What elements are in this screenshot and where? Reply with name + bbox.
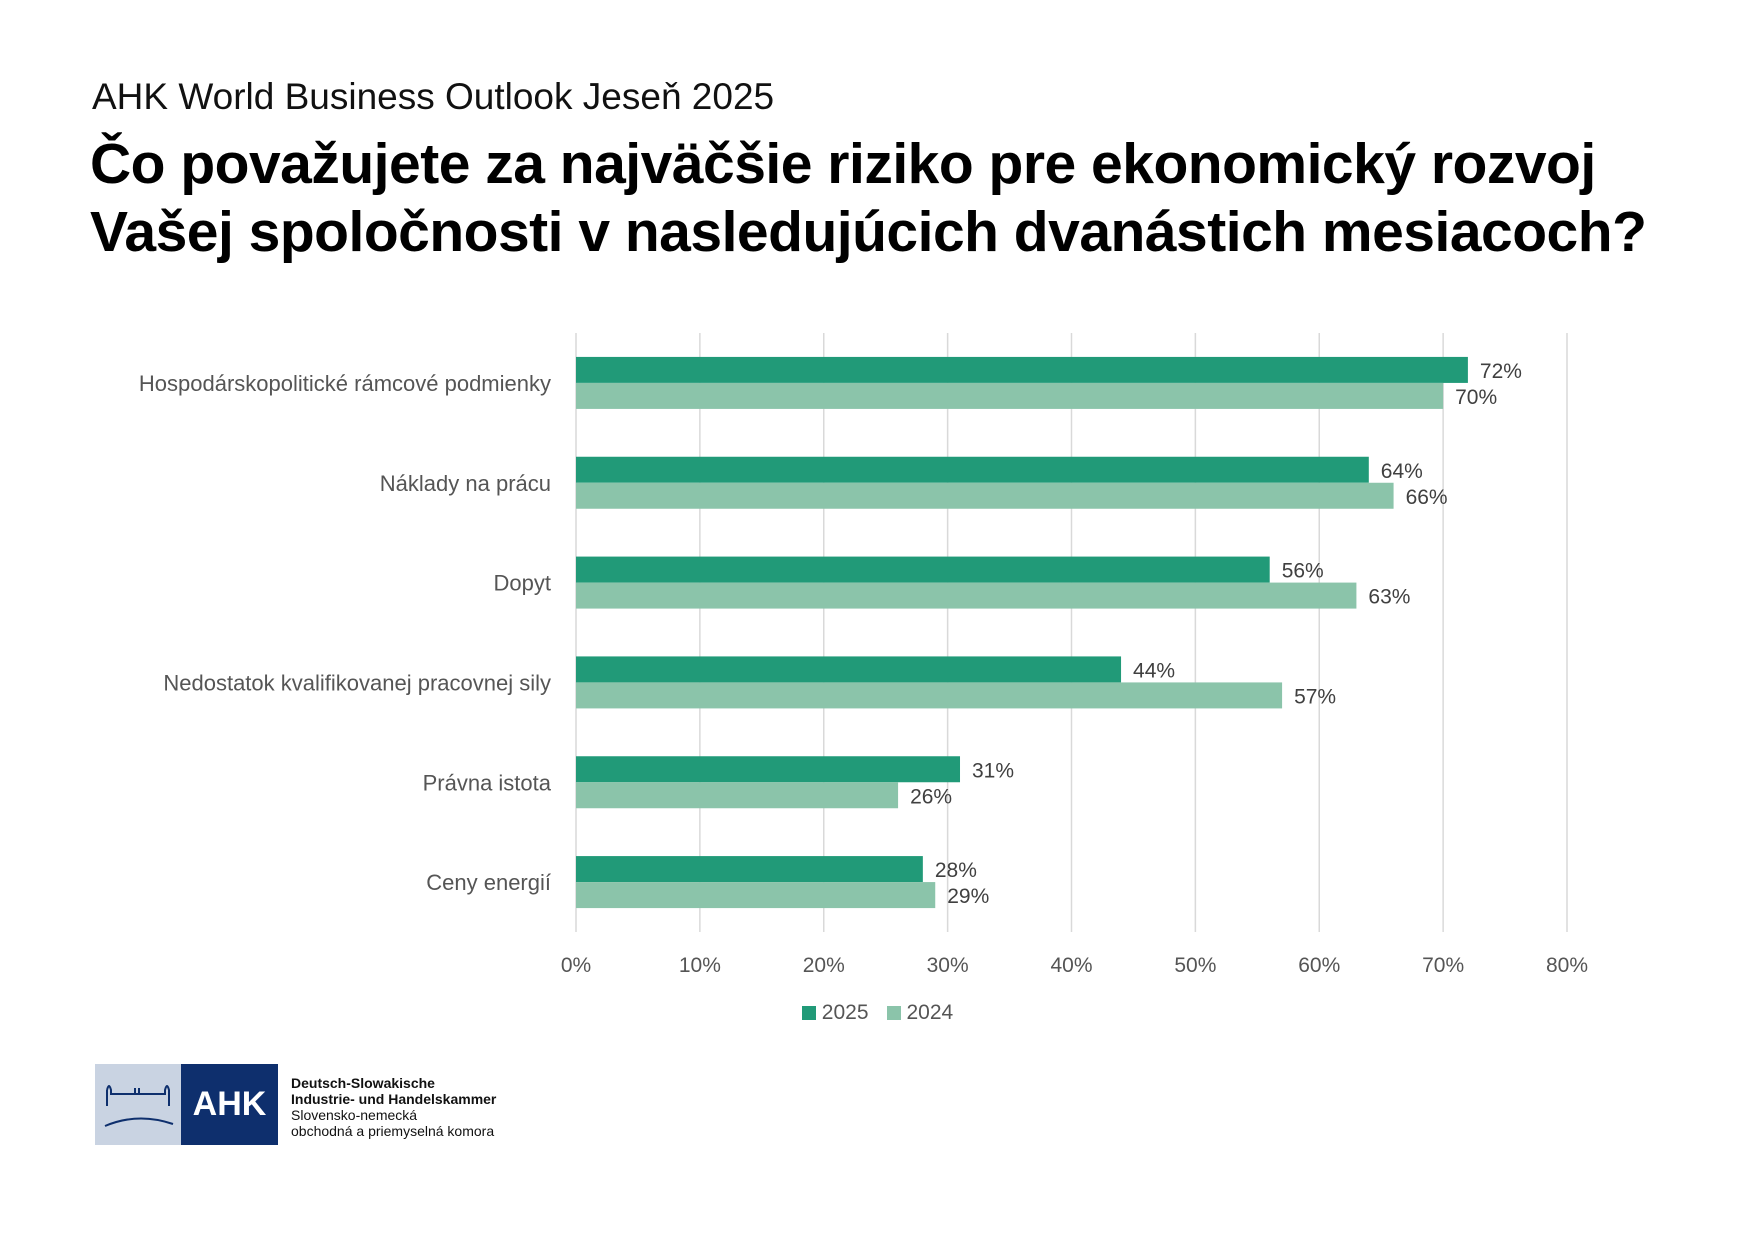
category-label: Dopyt: [494, 571, 551, 596]
data-label-2025: 31%: [972, 759, 1014, 782]
bar-2025: [576, 656, 1122, 683]
legend: 2025 2024: [0, 1001, 1755, 1025]
bar-chart: 0% 10% 20% 30% 40% 50% 60% 70% 80% Hospodárskopol…: [139, 333, 1588, 977]
category-label: Právna istota: [423, 770, 552, 795]
x-tick-label: 40%: [1050, 954, 1092, 977]
legend-label: 2024: [906, 1001, 954, 1024]
data-label-2025: 44%: [1133, 659, 1175, 682]
data-label-2024: 26%: [910, 785, 952, 808]
bar-2024: [576, 482, 1394, 509]
legend-label: 2025: [821, 1001, 869, 1024]
bar-2025: [576, 356, 1468, 383]
category-label: Ceny energií: [426, 870, 551, 895]
legend-item-2025: 2025: [801, 1001, 869, 1025]
logo-text: Deutsch-Slowakische Industrie- und Hande…: [291, 1075, 496, 1139]
legend-item-2024: 2024: [886, 1001, 954, 1025]
bar-2024: [576, 782, 899, 809]
bar-2024: [576, 882, 936, 909]
x-tick-label: 70%: [1422, 954, 1464, 977]
data-label-2025: 28%: [935, 859, 977, 882]
logo-mark: AHK: [181, 1064, 278, 1145]
data-label-2024: 29%: [947, 885, 989, 908]
x-tick-label: 0%: [561, 954, 591, 977]
data-label-2024: 63%: [1368, 586, 1410, 609]
title-line-2: Vašej spoločnosti v nasledujúcich dvanás…: [90, 200, 1647, 264]
bar-2024: [576, 382, 1444, 409]
x-tick-label: 80%: [1546, 954, 1588, 977]
bar-2025: [576, 556, 1270, 583]
bar-2024: [576, 582, 1357, 609]
x-tick-label: 50%: [1174, 954, 1216, 977]
bar-2025: [576, 456, 1369, 483]
data-label-2025: 56%: [1282, 560, 1324, 583]
data-label-2025: 72%: [1480, 360, 1522, 383]
data-label-2024: 57%: [1294, 685, 1336, 708]
bar-2025: [576, 856, 923, 883]
category-label: Náklady na prácu: [380, 471, 551, 496]
data-label-2025: 64%: [1381, 460, 1423, 483]
data-label-2024: 66%: [1406, 486, 1448, 509]
castle-icon: [95, 1064, 181, 1145]
title-line-1: Čo považujete za najväčšie riziko pre ek…: [90, 132, 1596, 196]
bar-2024: [576, 682, 1283, 709]
chart-title: Čo považujete za najväčšie riziko pre ek…: [90, 130, 1647, 266]
logo-line-2: Industrie- und Handelskammer: [291, 1091, 497, 1107]
x-tick-label: 30%: [927, 954, 969, 977]
bar-2025: [576, 756, 961, 783]
x-tick-label: 10%: [679, 954, 721, 977]
x-tick-label: 20%: [803, 954, 845, 977]
x-tick-label: 60%: [1298, 954, 1340, 977]
logo-line-3: Slovensko-nemecká: [291, 1107, 418, 1123]
logo-line-4: obchodná a priemyselná komora: [291, 1123, 495, 1139]
data-label-2024: 70%: [1455, 386, 1497, 409]
ahk-logo: AHK: [95, 1064, 278, 1145]
category-label: Nedostatok kvalifikovanej pracovnej sily: [163, 670, 551, 695]
chart-subtitle: AHK World Business Outlook Jeseň 2025: [92, 76, 775, 117]
logo-line-1: Deutsch-Slowakische: [291, 1075, 435, 1091]
legend-swatch: [801, 1006, 816, 1020]
category-label: Hospodárskopolitické rámcové podmienky: [139, 371, 551, 396]
legend-swatch: [886, 1006, 901, 1020]
